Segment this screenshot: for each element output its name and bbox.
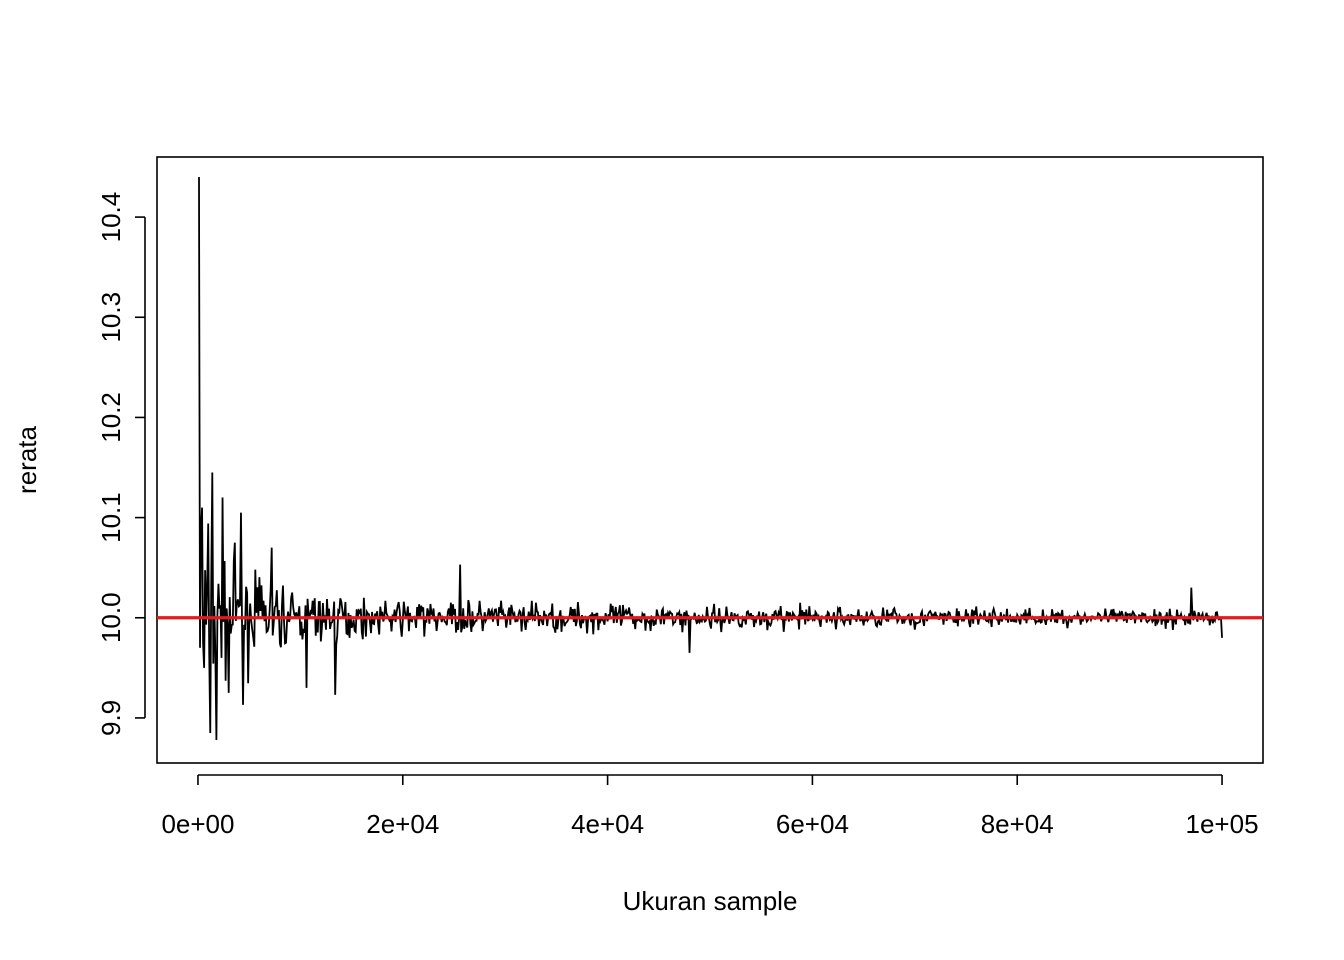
y-axis: 9.9 10.0 10.1 10.2 10.3 10.4 (96, 192, 146, 736)
y-tick-label: 10.4 (96, 192, 126, 243)
x-tick-label: 4e+04 (571, 809, 644, 839)
plot-frame (156, 156, 1264, 764)
x-axis: 0e+00 2e+04 4e+04 6e+04 8e+04 1e+05 (161, 774, 1259, 839)
x-tick-label: 2e+04 (366, 809, 439, 839)
y-tick-label: 10.2 (96, 392, 126, 443)
y-axis-title: rerata (12, 426, 42, 494)
y-tick-label: 10.1 (96, 492, 126, 543)
x-tick-label: 8e+04 (981, 809, 1054, 839)
series-layer (157, 177, 1263, 740)
y-tick-label: 10.3 (96, 292, 126, 343)
y-tick-label: 10.0 (96, 592, 126, 643)
x-axis-title: Ukuran sample (623, 886, 798, 916)
x-tick-label: 1e+05 (1186, 809, 1259, 839)
x-tick-label: 6e+04 (776, 809, 849, 839)
y-tick-label: 9.9 (96, 700, 126, 736)
x-tick-label: 0e+00 (161, 809, 234, 839)
series-sample-mean-line (198, 177, 1223, 740)
